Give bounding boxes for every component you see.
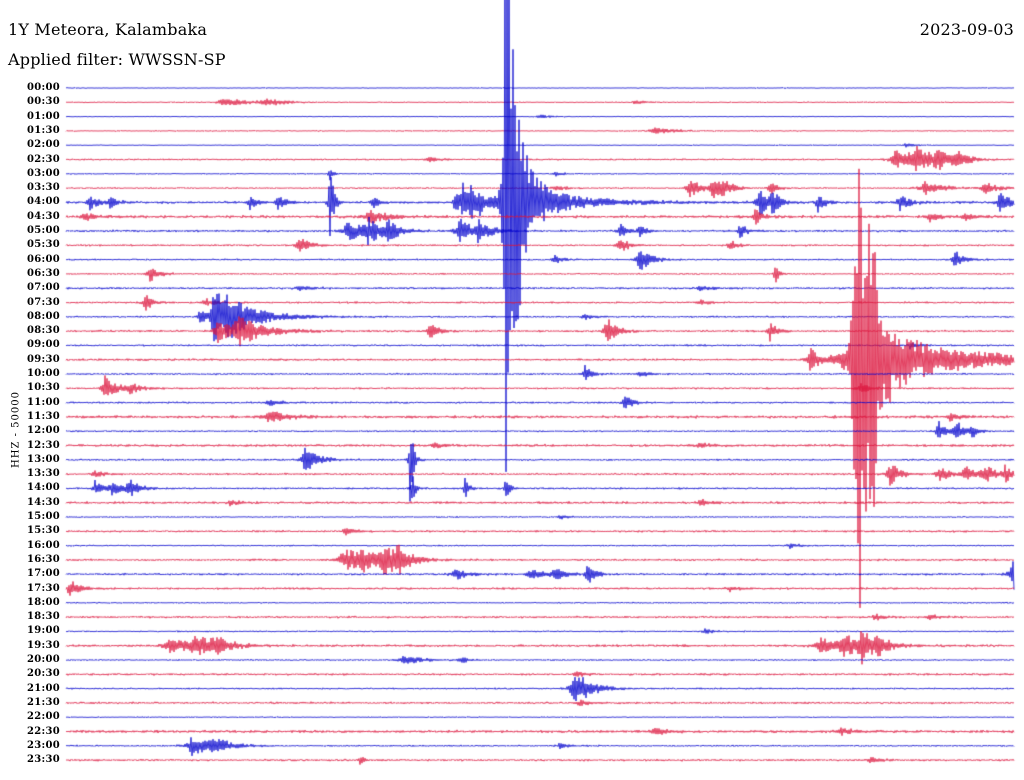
time-label: 07:30 bbox=[26, 296, 60, 308]
station-title: 1Y Meteora, Kalambaka bbox=[8, 20, 208, 39]
time-label: 07:00 bbox=[26, 282, 60, 294]
time-label: 12:30 bbox=[26, 439, 60, 451]
time-label: 21:00 bbox=[26, 682, 60, 694]
time-label: 14:00 bbox=[26, 482, 60, 494]
time-label: 04:00 bbox=[26, 196, 60, 208]
time-label: 16:00 bbox=[26, 539, 60, 551]
time-label: 19:00 bbox=[26, 625, 60, 637]
time-label: 14:30 bbox=[26, 496, 60, 508]
time-label: 13:00 bbox=[26, 453, 60, 465]
time-label: 11:30 bbox=[26, 410, 60, 422]
time-label: 17:30 bbox=[26, 582, 60, 594]
time-label: 18:00 bbox=[26, 596, 60, 608]
time-label: 23:30 bbox=[26, 754, 60, 766]
time-label: 05:00 bbox=[26, 225, 60, 236]
time-label: 21:30 bbox=[26, 696, 60, 708]
time-label: 17:00 bbox=[26, 568, 60, 580]
time-label: 15:00 bbox=[26, 511, 60, 522]
time-label: 05:30 bbox=[26, 239, 60, 251]
time-label: 01:30 bbox=[26, 124, 60, 136]
time-label: 13:30 bbox=[26, 468, 60, 480]
time-label: 15:30 bbox=[26, 525, 60, 537]
time-label: 00:00 bbox=[26, 82, 60, 93]
time-label: 02:30 bbox=[26, 153, 60, 165]
record-date: 2023-09-03 bbox=[919, 20, 1014, 39]
time-label: 20:00 bbox=[26, 654, 60, 665]
time-label: 22:00 bbox=[26, 711, 60, 723]
time-axis: 00:00 00:30 01:00 01:30 02:00 02:30 03:00 03:30… bbox=[0, 0, 62, 780]
time-label: 01:00 bbox=[26, 110, 60, 122]
time-label: 08:00 bbox=[26, 310, 60, 322]
time-label: 03:00 bbox=[26, 167, 60, 179]
filter-label: Applied filter: WWSSN-SP bbox=[8, 50, 226, 69]
time-label: 09:30 bbox=[26, 353, 60, 365]
time-label: 08:30 bbox=[26, 325, 60, 337]
time-label: 04:30 bbox=[26, 210, 60, 222]
time-label: 18:30 bbox=[26, 611, 60, 623]
time-label: 06:00 bbox=[26, 253, 60, 265]
time-label: 10:00 bbox=[26, 368, 60, 379]
time-label: 03:30 bbox=[26, 182, 60, 194]
time-label: 22:30 bbox=[26, 725, 60, 737]
time-label: 19:30 bbox=[26, 639, 60, 651]
time-label: 12:00 bbox=[26, 425, 60, 437]
time-label: 02:00 bbox=[26, 139, 60, 151]
time-label: 11:00 bbox=[26, 396, 60, 408]
time-label: 10:30 bbox=[26, 382, 60, 394]
time-label: 23:00 bbox=[26, 739, 60, 751]
time-label: 00:30 bbox=[26, 96, 60, 108]
time-label: 16:30 bbox=[26, 553, 60, 565]
time-label: 09:00 bbox=[26, 339, 60, 351]
time-label: 06:30 bbox=[26, 267, 60, 279]
time-label: 20:30 bbox=[26, 668, 60, 680]
